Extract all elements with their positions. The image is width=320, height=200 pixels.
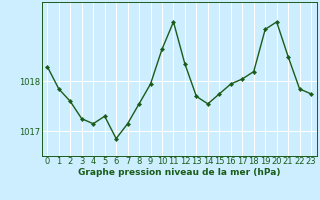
X-axis label: Graphe pression niveau de la mer (hPa): Graphe pression niveau de la mer (hPa) xyxy=(78,168,280,177)
